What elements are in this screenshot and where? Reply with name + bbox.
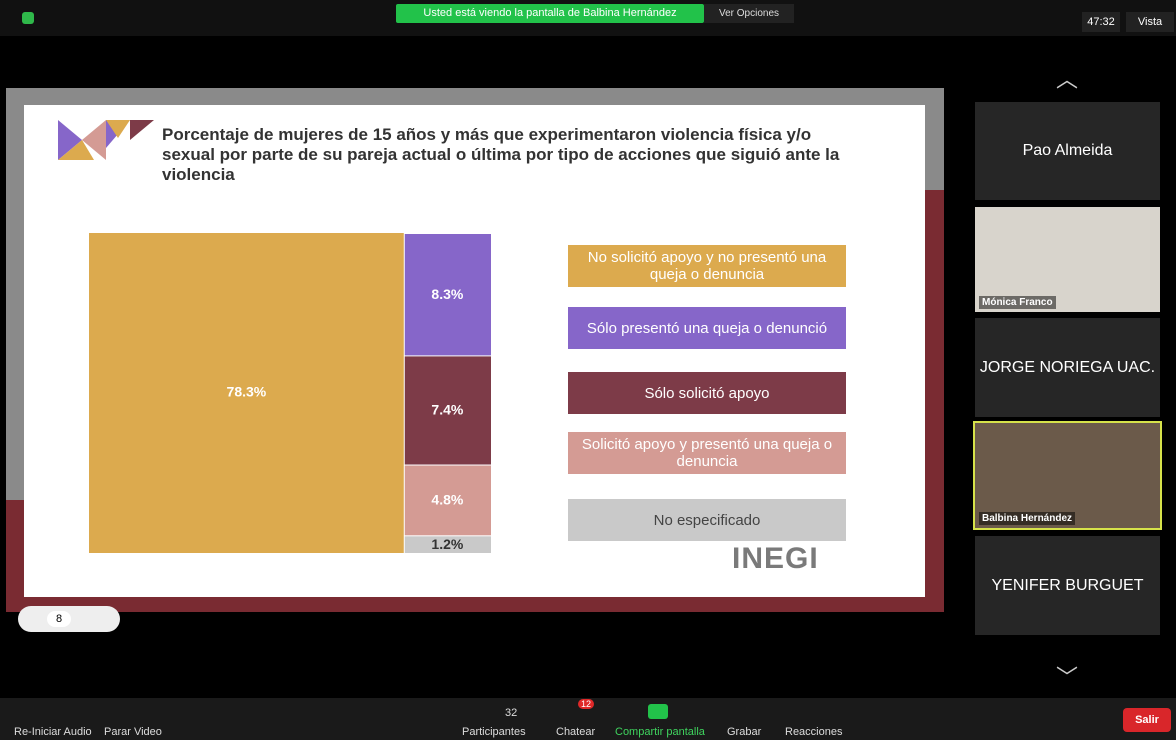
participant-name: Pao Almeida xyxy=(1022,142,1113,159)
treemap-cell xyxy=(404,465,491,536)
view-button[interactable]: Vista xyxy=(1126,12,1174,32)
shield-icon xyxy=(22,12,34,24)
participant-name: Balbina Hernández xyxy=(979,512,1076,525)
view-options[interactable]: Ver Opciones xyxy=(704,4,794,23)
timer: 47:32 xyxy=(1082,12,1120,32)
slide-logo-shapes xyxy=(58,120,154,160)
treemap-cell xyxy=(89,233,404,553)
inegi-logo: INEGI xyxy=(732,542,819,575)
participant-name: JORGE NORIEGA UAC. xyxy=(979,358,1156,376)
participant-tile: JORGE NORIEGA UAC. xyxy=(975,318,1160,417)
value-label: 7.4% xyxy=(431,402,463,418)
treemap-cell xyxy=(404,536,491,553)
value-label: 78.3% xyxy=(227,384,267,400)
share-banner: Usted está viendo la pantalla de Balbina… xyxy=(396,4,704,23)
participant-tile: YENIFER BURGUET xyxy=(975,536,1160,635)
legend-item: Sólo presentó una queja o denunció xyxy=(568,307,846,349)
scroll-up[interactable]: ︿ xyxy=(1056,67,1079,92)
participant-video-active: Balbina Hernández xyxy=(973,421,1162,530)
slide-page: 8 xyxy=(47,611,71,627)
participant-name: YENIFER BURGUET xyxy=(991,576,1144,594)
scroll-down[interactable]: ﹀ xyxy=(1056,665,1079,690)
legend-item: No solicitó apoyo y no presentó una quej… xyxy=(568,245,846,287)
record-button[interactable]: Grabar xyxy=(727,726,762,738)
reactions-button[interactable]: Reacciones xyxy=(785,726,843,738)
chat-badge: 12 xyxy=(578,699,595,709)
legend-item: No especificado xyxy=(568,499,846,541)
participants-button[interactable]: Participantes xyxy=(462,726,526,738)
value-label: 1.2% xyxy=(431,536,463,552)
chat-button[interactable]: Chatear xyxy=(556,726,596,738)
legend-item: Solicitó apoyo y presentó una queja o de… xyxy=(568,432,846,474)
treemap-cell xyxy=(404,234,491,356)
treemap-cell xyxy=(404,356,491,465)
audio-button[interactable]: Re-Iniciar Audio xyxy=(14,726,92,738)
participants-count: 32 xyxy=(505,707,518,719)
participant-tile: Pao Almeida xyxy=(975,102,1160,200)
chart-title: Porcentaje de mujeres de 15 años y más q… xyxy=(162,125,840,184)
video-button[interactable]: Parar Video xyxy=(104,726,162,738)
participant-name: Mónica Franco xyxy=(979,296,1056,309)
participant-video: Mónica Franco xyxy=(975,207,1160,312)
leave-button[interactable]: Salir xyxy=(1123,708,1171,732)
value-label: 8.3% xyxy=(431,286,463,302)
legend-item: Sólo solicitó apoyo xyxy=(568,372,846,414)
share-icon xyxy=(648,704,668,719)
share-button[interactable]: Compartir pantalla xyxy=(615,726,705,738)
value-label: 4.8% xyxy=(431,492,463,508)
